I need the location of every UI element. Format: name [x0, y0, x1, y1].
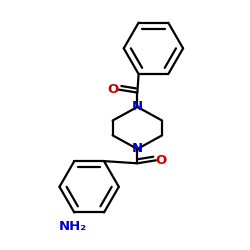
Text: N: N [132, 142, 143, 156]
Text: O: O [108, 83, 119, 96]
Text: N: N [132, 100, 143, 114]
Text: O: O [156, 154, 167, 167]
Text: NH₂: NH₂ [59, 220, 87, 233]
